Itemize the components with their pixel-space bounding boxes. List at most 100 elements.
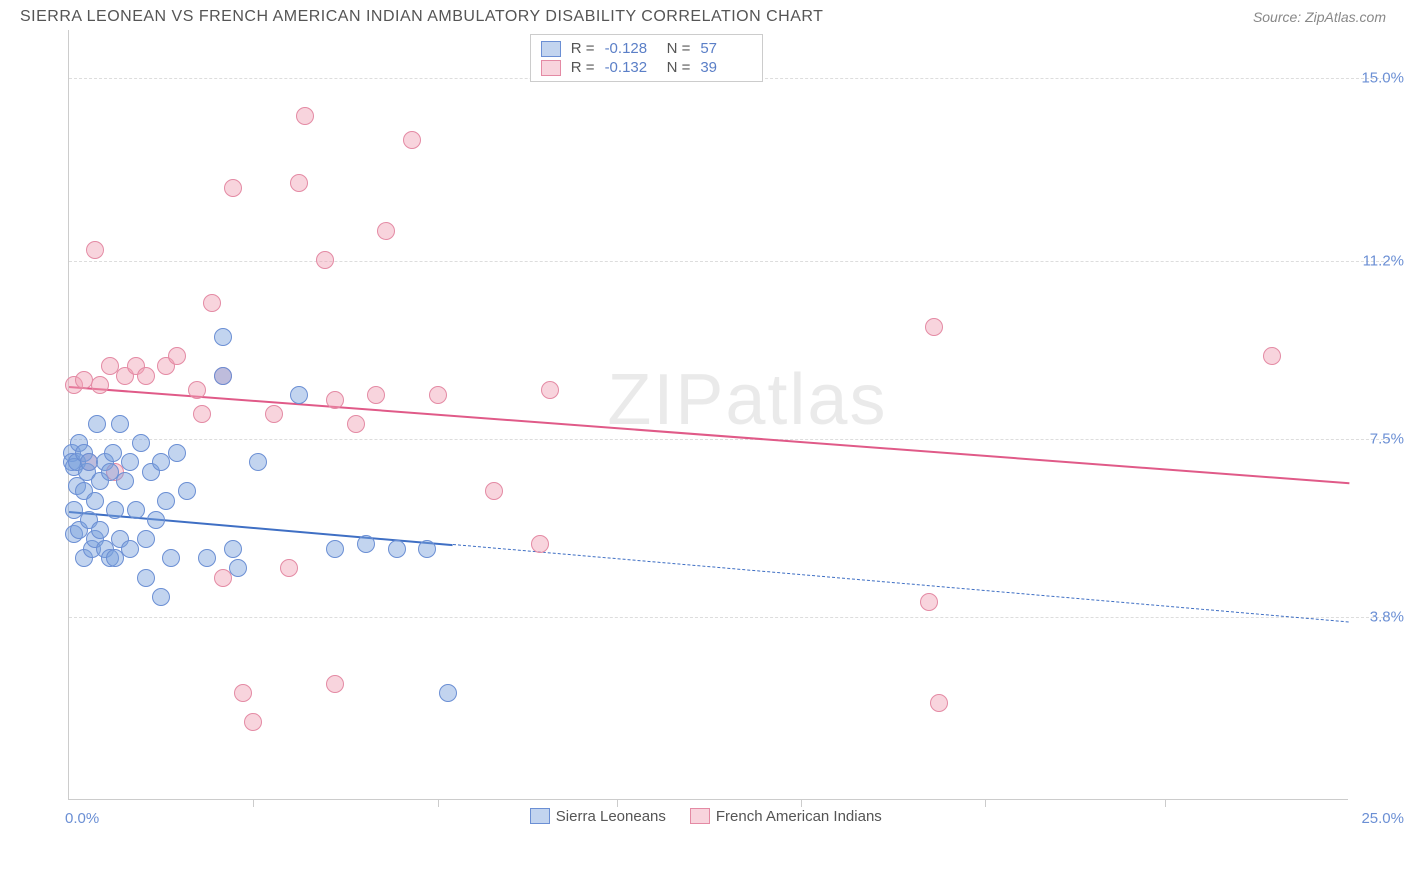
- legend-row-blue: R = -0.128 N = 57: [541, 39, 753, 58]
- pink-point: [280, 559, 298, 577]
- pink-point: [290, 174, 308, 192]
- pink-point: [377, 222, 395, 240]
- y-tick-label: 15.0%: [1361, 70, 1404, 87]
- blue-point: [290, 386, 308, 404]
- y-tick-label: 7.5%: [1370, 431, 1404, 448]
- blue-point: [157, 492, 175, 510]
- blue-point: [152, 588, 170, 606]
- blue-point: [224, 540, 242, 558]
- blue-point: [116, 472, 134, 490]
- blue-point: [147, 511, 165, 529]
- blue-point: [111, 415, 129, 433]
- blue-trendline: [453, 544, 1349, 622]
- gridline: [69, 261, 1389, 262]
- pink-point: [188, 381, 206, 399]
- blue-point: [198, 549, 216, 567]
- blue-point: [439, 684, 457, 702]
- r-label: R =: [571, 59, 595, 76]
- pink-point: [403, 131, 421, 149]
- pink-point: [326, 391, 344, 409]
- pink-point: [168, 347, 186, 365]
- gridline: [69, 617, 1389, 618]
- n-label: N =: [667, 40, 691, 57]
- legend-swatch-pink: [690, 808, 710, 824]
- blue-point: [357, 535, 375, 553]
- n-label: N =: [667, 59, 691, 76]
- legend-swatch-blue: [530, 808, 550, 824]
- legend-swatch-blue: [541, 41, 561, 57]
- n-value: 39: [700, 59, 752, 76]
- blue-point: [326, 540, 344, 558]
- pink-point: [91, 376, 109, 394]
- blue-point: [388, 540, 406, 558]
- blue-point: [249, 453, 267, 471]
- y-tick-label: 3.8%: [1370, 609, 1404, 626]
- r-value: -0.132: [605, 59, 657, 76]
- pink-point: [367, 386, 385, 404]
- pink-point: [326, 675, 344, 693]
- x-tick: [985, 799, 986, 807]
- pink-point: [193, 405, 211, 423]
- blue-point: [127, 501, 145, 519]
- pink-point: [1263, 347, 1281, 365]
- pink-point: [347, 415, 365, 433]
- pink-point: [925, 318, 943, 336]
- pink-point: [234, 684, 252, 702]
- x-tick: [438, 799, 439, 807]
- legend-label-blue: Sierra Leoneans: [556, 808, 666, 825]
- correlation-legend: R = -0.128 N = 57 R = -0.132 N = 39: [530, 34, 764, 82]
- r-value: -0.128: [605, 40, 657, 57]
- pink-point: [541, 381, 559, 399]
- blue-point: [214, 367, 232, 385]
- legend-item-blue: Sierra Leoneans: [530, 808, 666, 825]
- watermark: ZIPatlas: [607, 359, 887, 441]
- pink-point: [244, 713, 262, 731]
- blue-point: [137, 569, 155, 587]
- blue-point: [91, 521, 109, 539]
- blue-point: [229, 559, 247, 577]
- pink-point: [930, 694, 948, 712]
- y-tick-label: 11.2%: [1363, 253, 1404, 270]
- pink-point: [265, 405, 283, 423]
- pink-point: [224, 179, 242, 197]
- series-legend: Sierra Leoneans French American Indians: [530, 808, 882, 825]
- blue-point: [88, 415, 106, 433]
- blue-point: [162, 549, 180, 567]
- blue-point: [137, 530, 155, 548]
- pink-point: [296, 107, 314, 125]
- blue-point: [104, 444, 122, 462]
- n-value: 57: [700, 40, 752, 57]
- source-attribution: Source: ZipAtlas.com: [1253, 9, 1386, 25]
- x-tick: [1165, 799, 1166, 807]
- blue-point: [86, 492, 104, 510]
- pink-point: [137, 367, 155, 385]
- plot-region: 3.8%7.5%11.2%15.0%ZIPatlasR =-0.128N =57…: [68, 30, 1348, 800]
- pink-point: [86, 241, 104, 259]
- pink-point: [485, 482, 503, 500]
- x-tick: [617, 799, 618, 807]
- blue-point: [106, 501, 124, 519]
- source-name: ZipAtlas.com: [1305, 9, 1386, 25]
- blue-point: [418, 540, 436, 558]
- pink-point: [531, 535, 549, 553]
- pink-point: [316, 251, 334, 269]
- blue-point: [168, 444, 186, 462]
- x-tick: [801, 799, 802, 807]
- legend-swatch-pink: [541, 60, 561, 76]
- pink-point: [203, 294, 221, 312]
- source-prefix: Source:: [1253, 9, 1305, 25]
- blue-point: [121, 453, 139, 471]
- blue-point: [214, 328, 232, 346]
- legend-item-pink: French American Indians: [690, 808, 882, 825]
- chart-title: SIERRA LEONEAN VS FRENCH AMERICAN INDIAN…: [20, 8, 823, 26]
- blue-point: [178, 482, 196, 500]
- x-max-label: 25.0%: [1361, 810, 1404, 827]
- blue-point: [132, 434, 150, 452]
- x-tick: [253, 799, 254, 807]
- legend-label-pink: French American Indians: [716, 808, 882, 825]
- r-label: R =: [571, 40, 595, 57]
- gridline: [69, 439, 1389, 440]
- x-min-label: 0.0%: [65, 810, 99, 827]
- pink-point: [429, 386, 447, 404]
- legend-row-pink: R = -0.132 N = 39: [541, 58, 753, 77]
